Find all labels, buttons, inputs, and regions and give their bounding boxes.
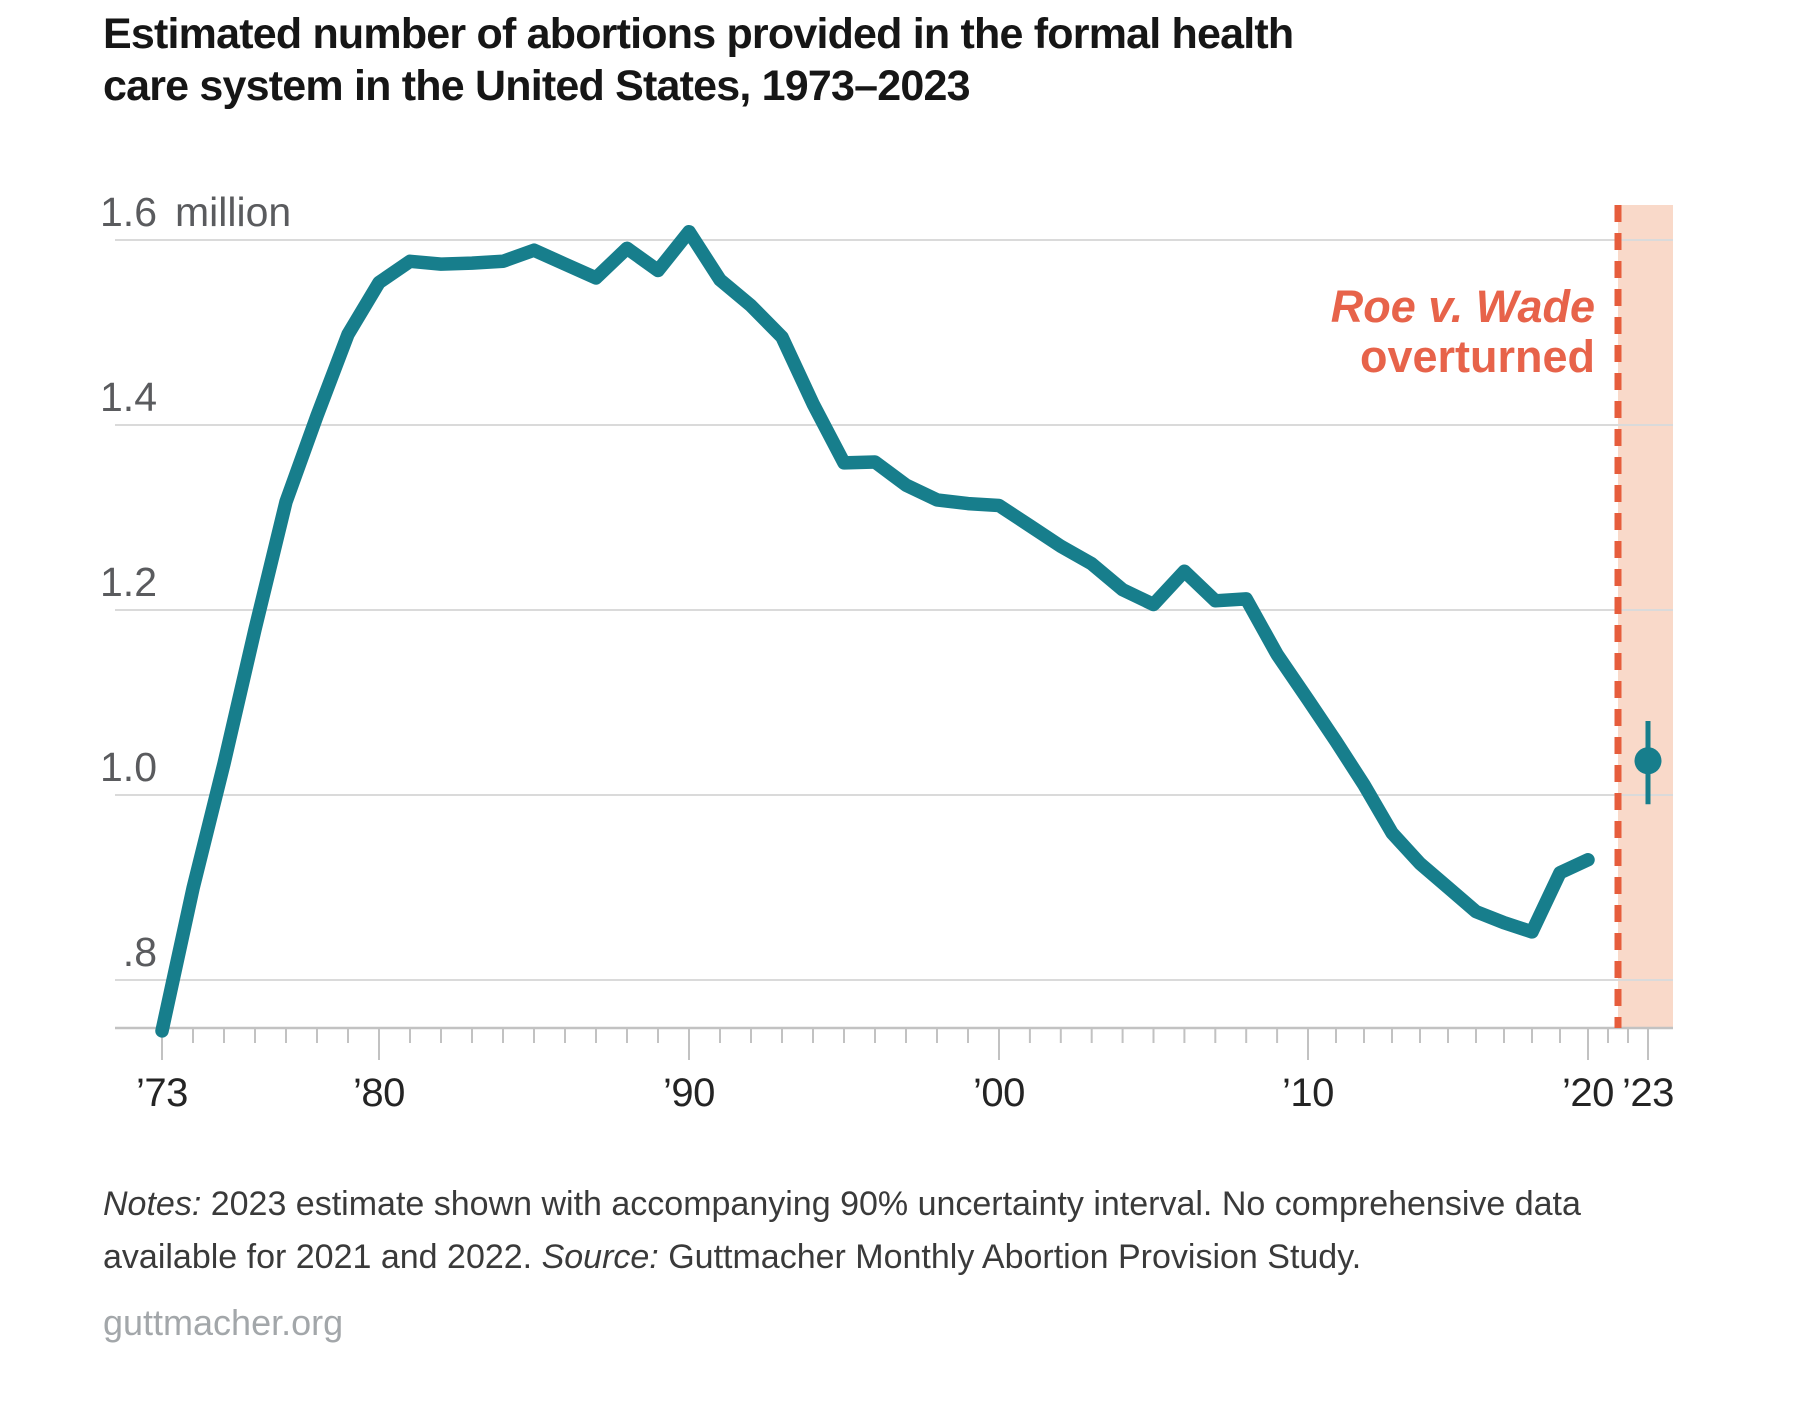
y-axis-tick-label: .8: [123, 929, 157, 975]
chart-title-line1: Estimated number of abortions provided i…: [103, 10, 1294, 58]
y-axis-tick-label: 1.0: [100, 744, 157, 790]
x-axis-tick-label: ’00: [973, 1071, 1025, 1115]
estimate-2023-dot: [1634, 747, 1662, 775]
y-axis-tick-label: 1.6: [100, 189, 157, 235]
y-axis-unit-label: million: [175, 189, 291, 235]
chart-title: Estimated number of abortions provided i…: [103, 8, 1553, 113]
x-axis-tick-label: ’10: [1282, 1071, 1334, 1115]
roe-overturned-band: [1618, 205, 1673, 1028]
chart-notes: Notes: 2023 estimate shown with accompan…: [103, 1178, 1633, 1283]
y-axis-tick-label: 1.2: [100, 559, 157, 605]
abortions-trend-line: [155, 224, 1595, 1038]
x-axis-tick-label: ’73: [136, 1071, 188, 1115]
notes-label: Notes:: [103, 1185, 202, 1223]
chart-title-line2: care system in the United States, 1973–2…: [103, 62, 971, 111]
source-label: Source:: [541, 1237, 659, 1276]
x-axis-tick-label: ’23: [1622, 1071, 1674, 1115]
x-axis-tick-label: ’90: [663, 1071, 715, 1115]
site-footer-link[interactable]: guttmacher.org: [103, 1302, 344, 1343]
roe-annotation-line1: Roe v. Wade: [1331, 281, 1595, 332]
notes-body: 2023 estimate shown with accompanying 90…: [103, 1185, 1581, 1276]
y-axis-tick-label: 1.4: [100, 374, 157, 420]
x-axis-tick-label: ’80: [353, 1071, 405, 1115]
source-body: Guttmacher Monthly Abortion Provision St…: [668, 1237, 1362, 1276]
roe-annotation-line2: overturned: [1360, 331, 1595, 382]
x-axis-tick-label: ’20: [1562, 1071, 1614, 1115]
